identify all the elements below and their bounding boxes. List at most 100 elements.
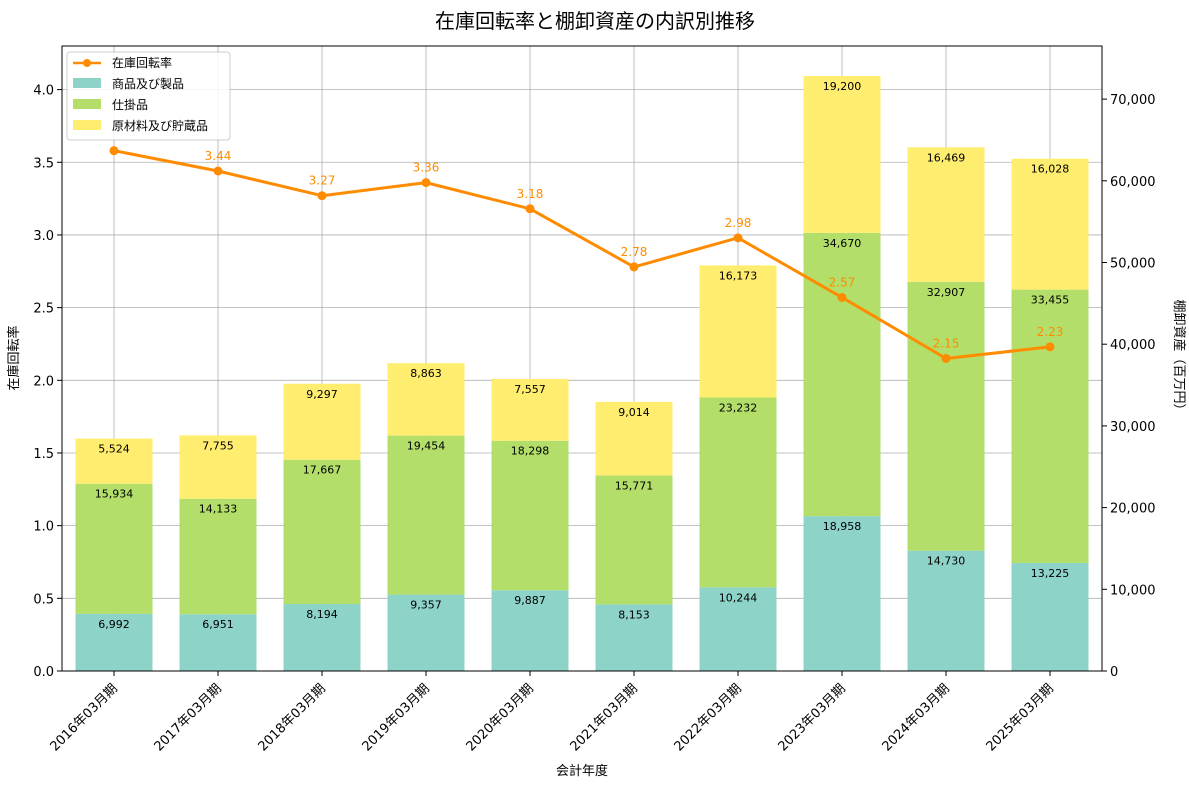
plot-frame bbox=[61, 45, 1103, 672]
bar-segment-label: 34,670 bbox=[823, 237, 862, 250]
turnover-value-label: 3.36 bbox=[413, 161, 440, 175]
legend-label-materials: 原材料及び貯蔵品 bbox=[112, 119, 208, 133]
bar-segment-label: 10,244 bbox=[719, 591, 758, 604]
bar-segment-label: 13,225 bbox=[1031, 567, 1070, 580]
turnover-value-label: 2.23 bbox=[1037, 325, 1064, 339]
bar-segment-label: 9,357 bbox=[410, 599, 442, 612]
legend-box bbox=[66, 51, 231, 141]
bar-segment-label: 7,755 bbox=[202, 439, 234, 452]
bar-segment bbox=[283, 604, 361, 671]
bar-segment-label: 8,153 bbox=[618, 608, 650, 621]
y-right-tick-label: 10,000 bbox=[1110, 583, 1156, 598]
y-right-tick-label: 60,000 bbox=[1110, 175, 1156, 190]
turnover-point bbox=[837, 292, 847, 302]
bar-segment-label: 19,200 bbox=[823, 80, 862, 93]
y-left-tick-label: 3.0 bbox=[33, 229, 54, 244]
bar-segment bbox=[491, 440, 569, 591]
bar-segment-label: 16,469 bbox=[927, 151, 966, 164]
bar-segment bbox=[75, 438, 153, 484]
y-right-tick-label: 40,000 bbox=[1110, 338, 1156, 353]
x-axis-label: 会計年度 bbox=[556, 763, 608, 779]
bar-segment-label: 14,730 bbox=[927, 555, 966, 568]
stacked-bars bbox=[75, 76, 1089, 671]
bar-segment bbox=[803, 76, 881, 233]
turnover-point bbox=[941, 354, 951, 363]
y-left-tick-label: 0.5 bbox=[33, 592, 54, 607]
bar-segment bbox=[387, 435, 465, 595]
y-right-tick-label: 50,000 bbox=[1110, 257, 1156, 272]
y-left-tick-label: 2.0 bbox=[33, 374, 54, 389]
y-axis-left-label: 在庫回転率 bbox=[6, 325, 22, 390]
bar-segment-label: 15,934 bbox=[95, 488, 134, 501]
y-right-tick-label: 30,000 bbox=[1110, 420, 1156, 435]
bar-segment bbox=[387, 594, 465, 671]
bar-segment bbox=[907, 550, 985, 671]
y-left-tick-label: 3.5 bbox=[33, 156, 54, 171]
legend-label-turnover: 在庫回転率 bbox=[112, 55, 172, 70]
bar-segment bbox=[179, 614, 257, 671]
y-right-tick-label: 20,000 bbox=[1110, 502, 1156, 517]
y-axis-right-label: 棚卸資産（百万円） bbox=[1171, 299, 1187, 416]
bar-segment-label: 8,863 bbox=[410, 367, 442, 380]
bar-segment-label: 15,771 bbox=[615, 480, 654, 493]
bar-segment-label: 16,173 bbox=[719, 269, 758, 282]
bar-segment bbox=[491, 378, 569, 441]
legend-swatch-products bbox=[73, 78, 101, 88]
bar-segment bbox=[75, 483, 153, 614]
bar-segment bbox=[1011, 289, 1089, 563]
turnover-value-label: 2.57 bbox=[829, 275, 856, 289]
bar-segment-label: 17,667 bbox=[303, 464, 342, 477]
y-left-tick-label: 1.5 bbox=[33, 447, 54, 462]
y-left-tick-label: 4.0 bbox=[33, 84, 54, 99]
bar-segment bbox=[1011, 158, 1089, 290]
bar-segment-label: 32,907 bbox=[927, 286, 966, 299]
bar-segment-label: 9,887 bbox=[514, 594, 546, 607]
bar-segment-label: 18,958 bbox=[823, 520, 862, 533]
legend-swatch-wip bbox=[73, 99, 101, 109]
bar-segment-label: 18,298 bbox=[511, 445, 550, 458]
turnover-point bbox=[109, 146, 119, 156]
bar-segment-label: 9,297 bbox=[306, 388, 338, 401]
bar-segment-label: 14,133 bbox=[199, 503, 238, 516]
bar-segment bbox=[491, 590, 569, 671]
bar-segment bbox=[179, 435, 257, 499]
bar-segment-label: 5,524 bbox=[98, 443, 130, 456]
turnover-value-label: 3.18 bbox=[517, 187, 544, 201]
y-right-tick-label: 70,000 bbox=[1110, 93, 1156, 108]
legend-label-products: 商品及び製品 bbox=[112, 76, 184, 91]
bar-segment bbox=[595, 604, 673, 671]
legend-swatch-materials bbox=[73, 120, 101, 130]
bar-segment-label: 8,194 bbox=[306, 608, 338, 621]
bar-segment bbox=[595, 475, 673, 605]
legend: 在庫回転率 商品及び製品 仕掛品 原材料及び貯蔵品 bbox=[66, 51, 231, 141]
turnover-point bbox=[421, 178, 431, 188]
y-left-tick-label: 0.0 bbox=[33, 665, 54, 680]
bar-segment bbox=[1011, 562, 1089, 671]
chart-title: 在庫回転率と棚卸資産の内訳別推移 bbox=[435, 9, 755, 33]
turnover-point bbox=[629, 262, 639, 272]
bar-segment bbox=[699, 587, 777, 671]
bar-segment bbox=[803, 232, 881, 517]
bar-segment-labels: 6,992 15,934 5,524 6,951 14,133 7,755 8,194 17,… bbox=[95, 80, 1070, 631]
y-left-tick-label: 1.0 bbox=[33, 520, 54, 535]
bar-segment-label: 23,232 bbox=[719, 402, 758, 415]
turnover-point bbox=[213, 166, 223, 176]
bar-segment bbox=[699, 265, 777, 398]
bar-segment-label: 16,028 bbox=[1031, 163, 1070, 176]
turnover-point bbox=[733, 233, 743, 243]
legend-label-wip: 仕掛品 bbox=[112, 97, 148, 112]
turnover-line bbox=[113, 149, 1051, 360]
turnover-value-label: 3.44 bbox=[205, 149, 232, 163]
turnover-point bbox=[1045, 342, 1055, 352]
bar-segment bbox=[179, 498, 257, 615]
turnover-value-label: 3.27 bbox=[309, 174, 336, 188]
turnover-value-label: 2.78 bbox=[621, 245, 648, 259]
turnover-value-label: 2.15 bbox=[933, 337, 960, 351]
bar-segment bbox=[283, 383, 361, 460]
bar-segment bbox=[595, 401, 673, 476]
bar-segment-label: 6,951 bbox=[202, 618, 234, 631]
bar-segment-label: 6,992 bbox=[98, 618, 130, 631]
turnover-point bbox=[525, 204, 535, 214]
bar-segment bbox=[907, 147, 985, 282]
